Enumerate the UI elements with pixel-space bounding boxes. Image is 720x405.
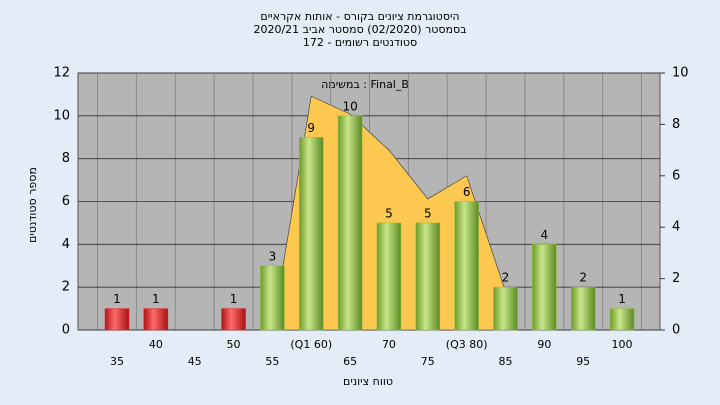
- y2-tick-label: 8: [672, 117, 680, 132]
- value-label: 10: [342, 99, 357, 113]
- value-label: 5: [385, 206, 393, 220]
- x-tick-label: 90: [537, 338, 551, 351]
- x-tick-label: 75: [421, 355, 435, 368]
- bar: [104, 308, 130, 331]
- chart-subtitle: בסמסטר (02/2020) סמסטר אביב 2020/21: [253, 23, 466, 36]
- x-tick-label: 95: [576, 355, 590, 368]
- bar: [532, 244, 557, 331]
- x-tick-label: (Q1 60): [290, 338, 332, 351]
- bar: [415, 222, 441, 331]
- y-tick-label: 4: [62, 237, 70, 252]
- y-axis-label: מספר סטודנטים: [26, 167, 39, 243]
- y-tick-label: 10: [53, 108, 70, 123]
- value-label: 4: [541, 228, 549, 242]
- y2-tick-label: 0: [672, 323, 680, 338]
- bar: [570, 286, 596, 331]
- x-tick-label: (Q3 80): [446, 338, 488, 351]
- x-tick-label: 100: [612, 338, 633, 351]
- y-tick-label: 2: [62, 280, 70, 295]
- bar: [376, 222, 402, 331]
- y-tick-label: 0: [62, 323, 70, 338]
- x-tick-label: 35: [110, 355, 124, 368]
- bar: [493, 286, 518, 331]
- value-label: 3: [269, 249, 277, 263]
- y2-tick-label: 6: [672, 168, 680, 183]
- y2-tick-label: 10: [672, 66, 689, 81]
- bar: [337, 115, 363, 331]
- bar: [454, 201, 479, 331]
- value-label: 1: [152, 292, 160, 306]
- bar: [260, 265, 285, 331]
- annotation: במשימה : Final_B: [321, 78, 409, 91]
- x-tick-label: 40: [149, 338, 163, 351]
- value-label: 1: [618, 292, 626, 306]
- y-tick-label: 12: [53, 66, 70, 81]
- x-tick-label: 65: [343, 355, 357, 368]
- bar: [299, 137, 324, 331]
- value-label: 1: [113, 292, 121, 306]
- x-tick-label: 45: [188, 355, 202, 368]
- y2-tick-label: 4: [672, 220, 680, 235]
- chart-subtitle: סטודנטים רשומים - 172: [303, 36, 417, 49]
- value-label: 9: [307, 121, 315, 135]
- x-axis-label: טווח ציונים: [343, 375, 393, 388]
- value-label: 2: [502, 271, 510, 285]
- y-tick-label: 6: [62, 194, 70, 209]
- y-tick-label: 8: [62, 151, 70, 166]
- value-label: 2: [579, 271, 587, 285]
- x-tick-label: 55: [265, 355, 279, 368]
- value-label: 5: [424, 206, 432, 220]
- bar: [221, 308, 246, 331]
- bar: [143, 308, 169, 331]
- bar: [609, 308, 635, 331]
- x-tick-label: 70: [382, 338, 396, 351]
- x-tick-label: 50: [227, 338, 241, 351]
- value-label: 6: [463, 185, 471, 199]
- chart-title: היסטוגרמת ציונים בקורס - אותות אקראיים: [260, 10, 459, 23]
- x-tick-label: 85: [499, 355, 513, 368]
- value-label: 1: [230, 292, 238, 306]
- y2-tick-label: 2: [672, 271, 680, 286]
